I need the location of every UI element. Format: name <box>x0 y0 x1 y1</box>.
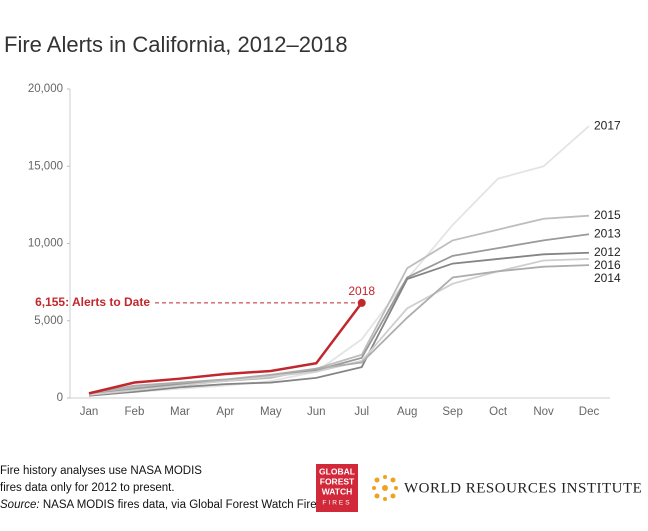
footnote: fires data only for 2012 to present. <box>0 482 175 494</box>
point <box>357 298 366 307</box>
y-tick-label: 15,000 <box>28 160 63 172</box>
y-tick-label: 20,000 <box>28 83 63 95</box>
x-tick-label: Apr <box>216 406 234 418</box>
series-label: 2018 <box>348 284 375 298</box>
series-label: 2016 <box>594 258 621 272</box>
source-label: Source: <box>0 499 40 511</box>
series-label: 2017 <box>594 118 621 132</box>
series-label: 2013 <box>594 226 621 240</box>
source: Source: NASA MODIS fires data, via Globa… <box>0 499 323 511</box>
series-line <box>88 214 590 396</box>
gfw-logo <box>316 464 358 512</box>
logo-text: WATCH <box>322 486 353 496</box>
y-tick-label: 0 <box>57 392 63 404</box>
series-label: 2015 <box>594 208 621 222</box>
series-line <box>88 264 590 395</box>
source-text: NASA MODIS fires data, via Global Forest… <box>43 499 323 511</box>
y-tick-label: 5,000 <box>34 315 63 327</box>
logo-text: FOREST <box>320 476 355 486</box>
x-tick-label: Jun <box>307 406 326 418</box>
x-tick-label: Dec <box>579 406 600 418</box>
series-line <box>88 258 590 396</box>
x-tick-label: Feb <box>125 406 145 418</box>
annotation: 6,155: Alerts to Date <box>35 295 150 309</box>
wri-logo <box>372 475 398 501</box>
x-tick-label: Sep <box>442 406 462 418</box>
wri-text: WORLD RESOURCES INSTITUTE <box>404 480 642 496</box>
logo-text: FIRES <box>322 500 351 507</box>
x-tick-label: Oct <box>489 406 508 418</box>
chart-title: Fire Alerts in California, 2012–2018 <box>4 32 348 57</box>
x-tick-label: May <box>260 406 282 418</box>
x-tick-label: Aug <box>397 406 417 418</box>
series-line <box>88 125 590 396</box>
footnote: Fire history analyses use NASA MODIS <box>0 465 202 477</box>
logo-text: GLOBAL <box>319 466 355 476</box>
series-label: 2014 <box>594 271 621 285</box>
series-line <box>88 251 590 397</box>
y-tick-label: 10,000 <box>28 238 63 250</box>
x-tick-label: Jan <box>80 406 99 418</box>
x-tick-label: Jul <box>354 406 369 418</box>
x-tick-label: Mar <box>170 406 190 418</box>
series-label: 2012 <box>594 245 621 259</box>
series-line <box>88 233 590 396</box>
series-line <box>88 302 363 395</box>
x-tick-label: Nov <box>533 406 554 418</box>
